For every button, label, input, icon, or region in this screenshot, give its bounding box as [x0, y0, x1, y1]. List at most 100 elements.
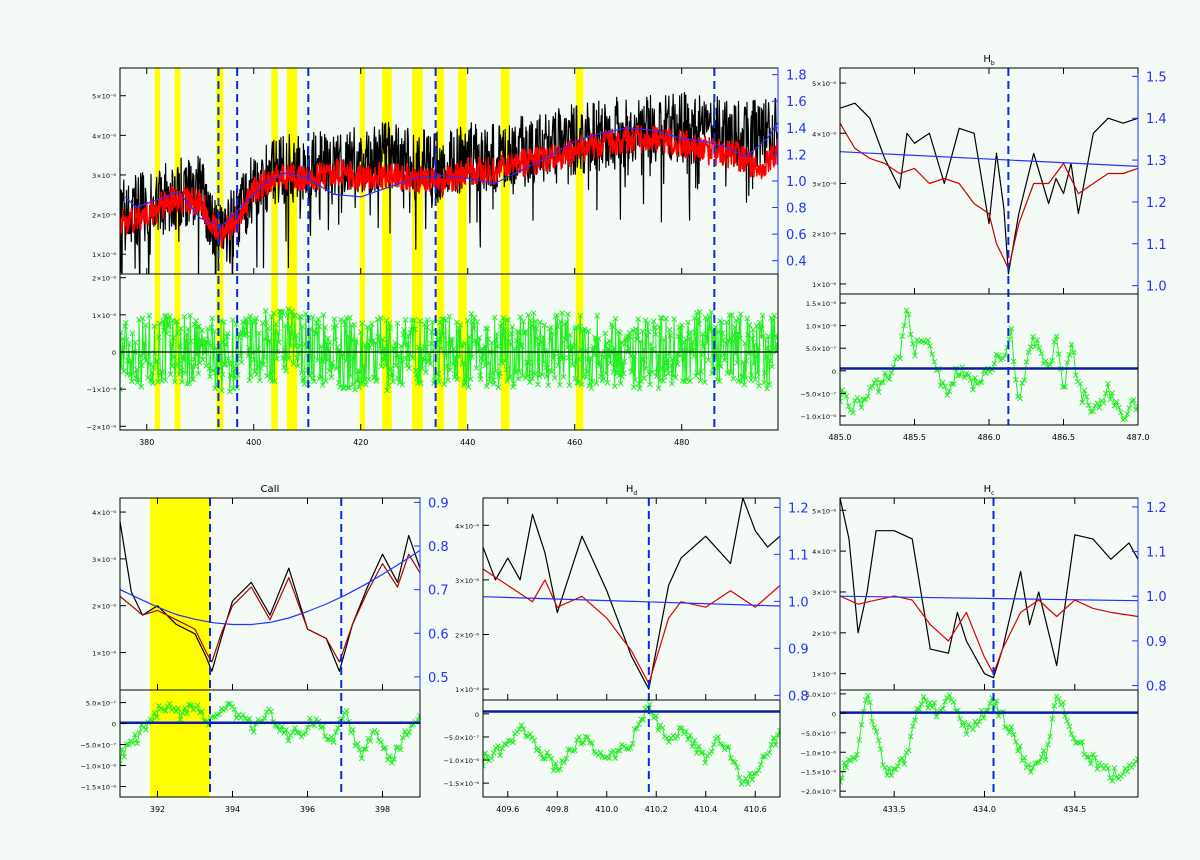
residual-point: [617, 330, 623, 337]
right-tick-label: 0.5: [428, 671, 449, 686]
residual-point: [589, 740, 595, 746]
residual-point: [905, 311, 912, 318]
residual-point: [465, 384, 472, 390]
residual-point: [405, 333, 412, 339]
y-tick-label: 4×10⁻⁶: [92, 509, 116, 517]
residual-point: [394, 320, 401, 327]
residual-point: [961, 719, 968, 726]
residual-point: [522, 328, 529, 335]
residual-point: [302, 730, 309, 736]
residual-point: [373, 729, 380, 736]
residual-point: [351, 321, 358, 328]
residual-point: [1111, 402, 1118, 409]
y-tick-label: 1×10⁻⁶: [92, 650, 116, 658]
residual-point: [352, 386, 358, 393]
residual-point: [390, 378, 396, 385]
residual-line: [120, 309, 778, 392]
residual-point: [679, 322, 685, 329]
residual-point: [357, 329, 364, 336]
residual-point: [532, 318, 539, 325]
residual-point: [644, 320, 651, 327]
residual-point: [364, 324, 371, 331]
residual-point: [685, 736, 691, 743]
residual-point: [510, 739, 516, 746]
residual-point: [916, 706, 923, 713]
residual-point: [862, 396, 869, 403]
residual-point: [308, 354, 314, 361]
residual-point: [687, 378, 694, 384]
residual-point: [402, 316, 409, 323]
residual-point: [672, 374, 679, 381]
residual-point: [655, 352, 661, 358]
residual-point: [764, 385, 770, 392]
residual-point: [229, 360, 235, 367]
residual-point: [324, 357, 330, 364]
residual-point: [130, 371, 137, 378]
residual-point: [525, 312, 532, 319]
residual-point: [681, 339, 688, 346]
residual-point: [514, 328, 521, 335]
residual-point: [869, 383, 876, 390]
residual-point: [1072, 372, 1079, 378]
residual-point: [663, 734, 670, 741]
residual-point: [166, 323, 172, 330]
residual-point: [271, 378, 278, 384]
residual-point: [922, 697, 929, 704]
right-tick-label: 1.2: [788, 501, 809, 516]
residual-point: [444, 363, 451, 370]
residual-point: [516, 726, 523, 733]
residual-point: [669, 380, 675, 387]
residual-point: [856, 397, 863, 404]
residual-point: [508, 330, 515, 337]
residual-point: [688, 329, 694, 335]
residual-point: [187, 312, 194, 319]
residual-point: [1062, 713, 1068, 719]
residual-point: [1010, 731, 1017, 738]
residual-point: [304, 724, 311, 731]
residual-point: [338, 316, 344, 323]
residual-point: [845, 403, 852, 409]
right-tick-label: 1.4: [786, 122, 807, 137]
residual-point: [742, 775, 749, 782]
residual-point: [699, 351, 705, 358]
residual-point: [886, 376, 893, 383]
residual-point: [627, 334, 634, 340]
residual-point: [905, 747, 912, 754]
residual-point: [344, 384, 351, 391]
residual-tick-label: −1.5×10⁻⁶: [800, 769, 836, 777]
residual-point: [584, 368, 590, 375]
residual-point: [155, 334, 162, 340]
residual-point: [1025, 349, 1032, 356]
residual-point: [569, 361, 576, 368]
residual-point: [929, 704, 936, 711]
residual-point: [567, 332, 573, 338]
residual-point: [572, 375, 579, 382]
residual-point: [1006, 729, 1013, 736]
residual-point: [1025, 761, 1032, 768]
residual-point: [279, 309, 286, 315]
residual-point: [843, 393, 850, 399]
residual-point: [139, 362, 145, 369]
residual-point: [942, 383, 948, 390]
residual-point: [914, 705, 921, 712]
residual-point: [384, 756, 391, 763]
residual-point: [194, 702, 201, 709]
residual-point: [245, 344, 252, 351]
y-tick-label: 1×10⁻⁶: [455, 686, 479, 694]
residual-point: [751, 770, 758, 777]
residual-point: [1135, 403, 1138, 410]
residual-point: [424, 316, 431, 323]
residual-point: [299, 323, 306, 330]
residual-point: [706, 313, 713, 320]
residual-tick-label: 0: [112, 721, 116, 729]
residual-point: [202, 349, 208, 356]
residual-point: [617, 380, 624, 387]
residual-point: [159, 369, 166, 375]
right-tick-label: 1.1: [1146, 238, 1167, 253]
residual-point: [350, 354, 357, 361]
residual-point: [925, 337, 931, 343]
residual-point: [535, 381, 541, 388]
right-tick-label: 0.4: [786, 255, 807, 270]
residual-point: [856, 737, 863, 743]
residual-point: [146, 312, 153, 319]
